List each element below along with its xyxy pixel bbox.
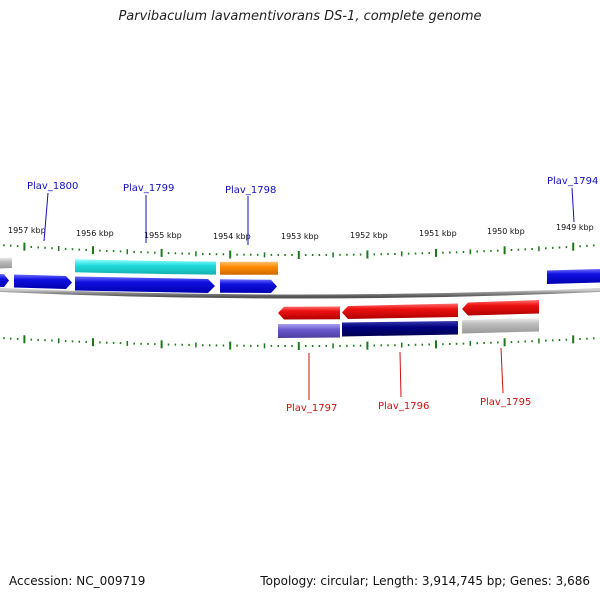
ruler-label: 1952 kbp [350, 231, 388, 240]
gene-arrow-plav-1798[interactable] [220, 279, 277, 293]
gene-label-plav-1800[interactable]: Plav_1800 [27, 181, 78, 192]
label-leader-line [571, 187, 575, 223]
map-title: Parvibaculum lavamentivorans DS-1, compl… [118, 9, 482, 24]
label-leader-line [399, 351, 402, 398]
forward-gene-track [0, 269, 600, 293]
gene-block-plav-1798-cog[interactable] [220, 261, 278, 275]
ruler-label: 1956 kbp [76, 229, 114, 238]
inner-tick-track [3, 335, 600, 350]
reverse-gene-labels: Plav_1797 Plav_1796 Plav_1795 [286, 347, 531, 414]
gene-arrow-plav-1794[interactable] [547, 269, 600, 284]
gene-block[interactable] [0, 257, 12, 269]
ruler-label: 1951 kbp [419, 229, 457, 238]
gene-label-plav-1798[interactable]: Plav_1798 [225, 185, 276, 196]
ruler-label: 1949 kbp [556, 223, 594, 232]
gene-arrow-plav-1800[interactable] [14, 274, 72, 290]
gene-label-plav-1795[interactable]: Plav_1795 [480, 397, 531, 408]
gene-block-plav-1799-cog[interactable] [75, 259, 216, 275]
gene-arrow-plav-1799[interactable] [75, 276, 215, 294]
label-leader-line [43, 192, 49, 242]
ruler-label: 1950 kbp [487, 227, 525, 236]
gene-block-plav-1797-cog[interactable] [278, 324, 340, 338]
ruler-label: 1957 kbp [8, 226, 46, 235]
ruler-label: 1955 kbp [144, 231, 182, 240]
reverse-gene-track [278, 300, 539, 320]
reverse-cog-track [278, 318, 539, 338]
ruler-label: 1954 kbp [213, 232, 251, 241]
gene-arrow-plav-1796[interactable] [342, 303, 458, 320]
label-leader-line [500, 347, 504, 394]
gene-arrow-plav-1795[interactable] [462, 300, 539, 316]
gene-block-plav-1795-cog[interactable] [462, 318, 539, 334]
gene-label-plav-1799[interactable]: Plav_1799 [123, 183, 174, 194]
gene-label-plav-1797[interactable]: Plav_1797 [286, 403, 337, 414]
forward-cog-track [0, 257, 278, 275]
gene-arrow-plav-1797[interactable] [278, 306, 340, 320]
position-ruler: 1957 kbp 1956 kbp 1955 kbp 1954 kbp 1953… [8, 223, 594, 241]
genome-backbone [0, 288, 600, 299]
gene-block-plav-1796-cog[interactable] [342, 321, 458, 337]
gene-label-plav-1794[interactable]: Plav_1794 [547, 176, 598, 187]
outer-tick-track [3, 242, 600, 259]
gene-label-plav-1796[interactable]: Plav_1796 [378, 401, 429, 412]
forward-gene-labels: Plav_1800 Plav_1799 Plav_1798 Plav_1794 [27, 176, 598, 245]
ruler-label: 1953 kbp [281, 232, 319, 241]
genome-stats-text: Topology: circular; Length: 3,914,745 bp… [260, 574, 590, 588]
accession-text: Accession: NC_009719 [9, 574, 146, 588]
gene-arrow[interactable] [0, 274, 9, 287]
